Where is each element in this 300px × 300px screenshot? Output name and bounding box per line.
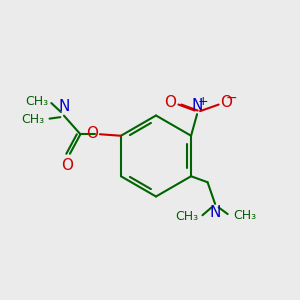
Text: CH₃: CH₃ xyxy=(233,209,256,222)
Text: N: N xyxy=(58,99,70,114)
Text: +: + xyxy=(197,94,208,108)
Text: CH₃: CH₃ xyxy=(25,95,48,108)
Text: O: O xyxy=(86,126,98,141)
Text: −: − xyxy=(225,91,237,105)
Text: O: O xyxy=(220,95,232,110)
Text: O: O xyxy=(164,95,176,110)
Text: CH₃: CH₃ xyxy=(176,210,199,223)
Text: O: O xyxy=(61,158,74,173)
Text: CH₃: CH₃ xyxy=(21,113,44,126)
Text: N: N xyxy=(191,98,203,113)
Text: N: N xyxy=(209,205,221,220)
